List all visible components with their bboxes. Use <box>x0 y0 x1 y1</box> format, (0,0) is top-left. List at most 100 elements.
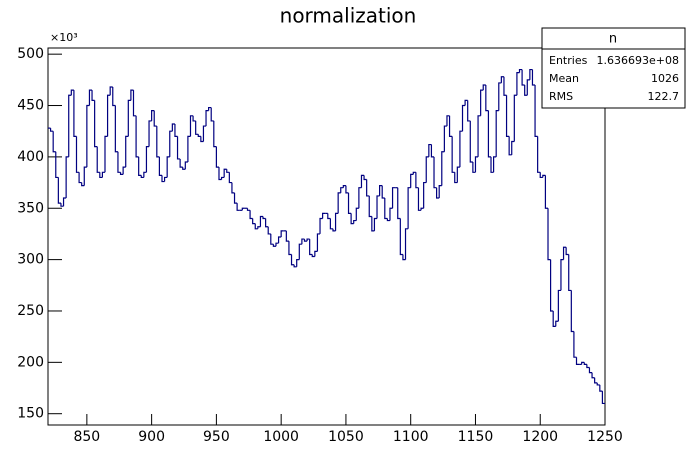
histogram-bin <box>531 69 536 86</box>
stats-value: 1.636693e+08 <box>597 54 679 67</box>
histogram-bin <box>529 68 533 80</box>
histogram-bin <box>228 172 232 184</box>
x-tick-label: 900 <box>138 429 165 445</box>
histogram-bin <box>464 99 468 106</box>
histogram-bin <box>254 223 258 230</box>
stats-label: Entries <box>549 54 588 67</box>
histogram-bin <box>176 136 181 160</box>
histogram-bin <box>332 228 336 232</box>
histogram-bin <box>267 226 271 235</box>
histogram-bin <box>215 146 219 168</box>
histogram-bin <box>202 125 207 142</box>
histogram-bin <box>109 86 113 96</box>
histogram-bin <box>319 217 323 234</box>
histogram-bin <box>430 144 435 158</box>
histogram-bin <box>106 94 111 137</box>
histogram-bin <box>189 115 194 137</box>
histogram-bin <box>148 120 152 147</box>
y-tick-label: 450 <box>17 98 44 114</box>
histogram-bin <box>163 176 168 182</box>
histogram-bin <box>259 215 264 227</box>
histogram-bin <box>169 130 173 157</box>
histogram-bin <box>417 187 422 211</box>
histogram-bin <box>88 89 93 106</box>
histogram-bin <box>353 219 357 224</box>
histogram-bin <box>552 310 556 327</box>
histogram-bin <box>467 100 471 122</box>
histogram-bin <box>547 208 551 261</box>
histogram-bin <box>151 110 155 121</box>
histogram-bin <box>218 167 222 181</box>
stats-label: RMS <box>549 90 573 103</box>
histogram-bin <box>81 182 85 187</box>
histogram-bin <box>539 172 543 179</box>
histogram-bin <box>386 218 390 222</box>
y-exponent: ×10³ <box>50 31 78 44</box>
histogram-bin <box>275 242 279 247</box>
histogram-bin <box>117 151 121 173</box>
histogram-bin <box>132 90 137 117</box>
histogram-bin <box>591 372 595 379</box>
histogram-bin <box>246 208 251 211</box>
histogram-bin <box>138 156 142 176</box>
histogram-bin <box>570 290 574 333</box>
x-tick-label: 1100 <box>393 429 429 445</box>
histogram-bin <box>86 104 90 168</box>
histogram-bin <box>68 94 72 157</box>
histogram-bin <box>213 120 217 148</box>
histogram-bin <box>493 156 497 173</box>
x-tick-label: 1200 <box>522 429 558 445</box>
y-tick-label: 350 <box>17 200 44 216</box>
histogram-bin <box>586 364 590 369</box>
histogram-bin <box>560 259 564 291</box>
histogram-bin <box>508 136 512 156</box>
histogram-bin <box>513 94 517 142</box>
histogram-bin <box>454 172 458 184</box>
histogram-bin <box>277 236 282 244</box>
histogram-bin <box>436 187 440 199</box>
histogram-bin <box>135 115 139 158</box>
x-tick-label: 1050 <box>328 429 364 445</box>
histogram-bin <box>350 213 354 225</box>
histogram-bin <box>231 182 235 194</box>
stats-frame <box>541 27 686 109</box>
histogram-bin <box>220 176 225 180</box>
histogram-bin <box>143 171 147 178</box>
y-tick-label: 400 <box>17 149 44 165</box>
histogram-bin <box>588 367 593 374</box>
histogram-bin <box>397 187 401 220</box>
histogram-bin <box>329 218 333 230</box>
histogram-bin <box>337 192 341 214</box>
plot-frame <box>47 47 606 426</box>
histogram-bin <box>296 259 300 267</box>
histogram-bin <box>171 123 175 132</box>
histogram-bin <box>78 172 82 184</box>
histogram-bin <box>70 89 74 96</box>
histogram-bin <box>487 110 492 158</box>
histogram-bin <box>233 192 238 204</box>
histogram-bin <box>311 254 315 258</box>
histogram-bin <box>179 158 183 168</box>
histogram-bin <box>557 289 561 322</box>
histogram-bin <box>446 115 450 127</box>
histogram-bin <box>65 156 69 198</box>
stats-label: Mean <box>549 72 579 85</box>
histogram-bin <box>443 125 447 152</box>
histogram-bin <box>57 177 61 204</box>
histogram-bin <box>236 203 240 211</box>
histogram-bin <box>184 161 188 170</box>
histogram-bin <box>347 192 352 214</box>
histogram-bin <box>200 136 204 143</box>
histogram-bin <box>322 212 326 219</box>
histogram-bin <box>60 203 64 207</box>
histogram-bin <box>485 84 489 112</box>
histogram-bin <box>262 216 266 220</box>
histogram-bin <box>542 174 546 178</box>
x-tick-label: 1150 <box>458 429 494 445</box>
histogram-bin <box>573 331 577 358</box>
histogram-bin <box>127 99 131 137</box>
histogram-bin <box>482 84 486 91</box>
histogram-bin <box>195 120 199 135</box>
histogram-bin <box>451 136 455 173</box>
